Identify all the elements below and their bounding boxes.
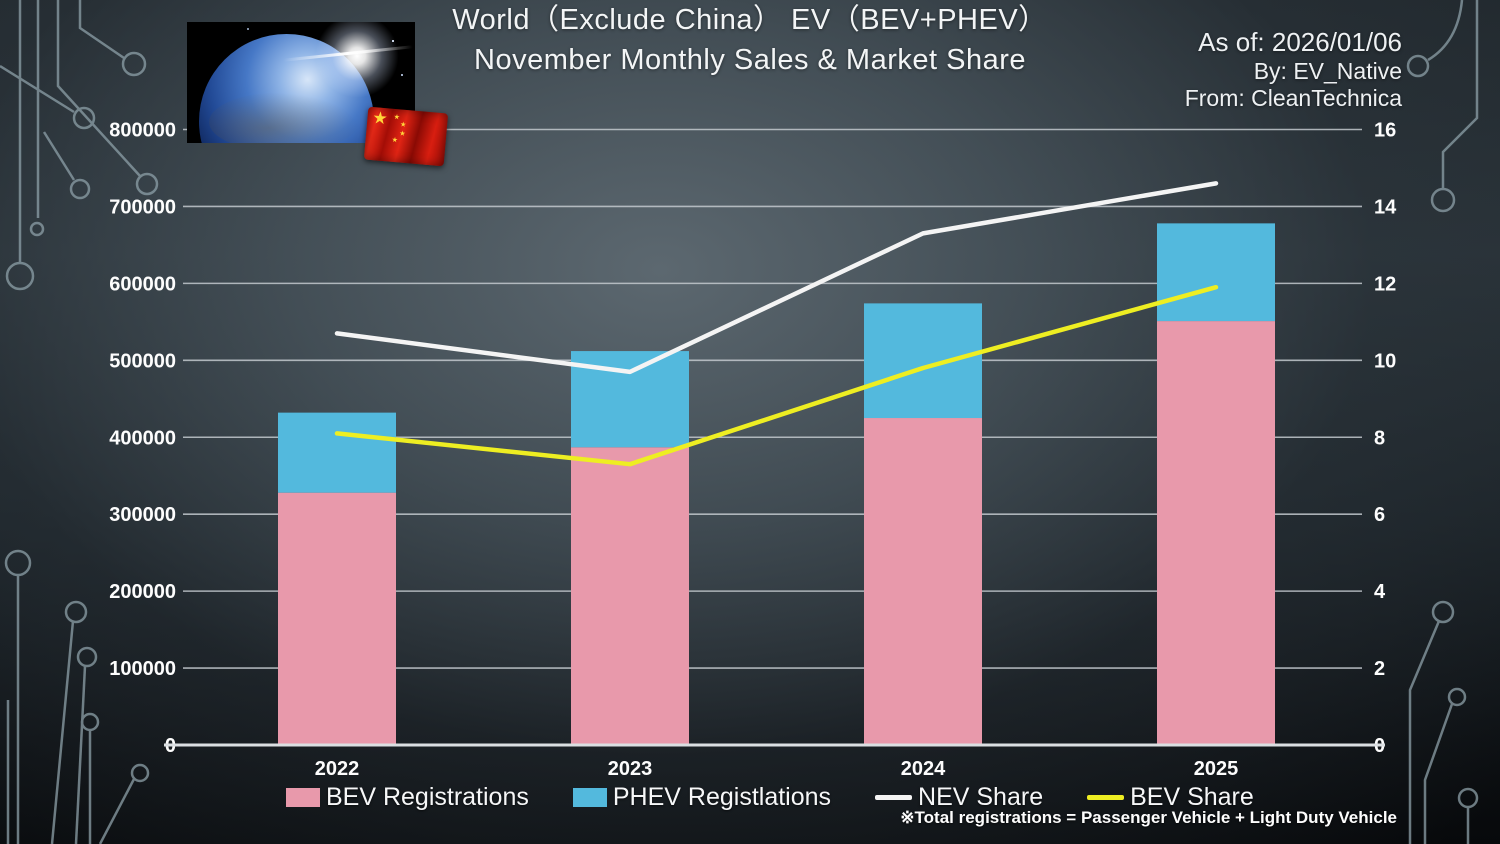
legend-swatch-phev [572,788,607,807]
right-axis-tick: 14 [1374,196,1397,218]
legend-swatch-bev [286,788,320,807]
left-axis-tick: 200000 [109,581,176,603]
bar-bev-2023 [571,447,689,745]
x-axis-tick: 2025 [1194,758,1239,780]
left-axis-tick: 600000 [109,273,176,295]
chart-legend: BEV Registrations PHEV Registlations NEV… [286,783,1254,812]
flag-star-icon: ★ [398,130,406,138]
left-axis-tick: 400000 [109,427,176,449]
stars-decor [187,22,189,24]
flag-star-icon: ★ [393,113,401,122]
chart-footnote: ※Total registrations = Passenger Vehicle… [900,808,1397,827]
legend-label-phev: PHEV Registlations [612,783,832,811]
right-axis-tick: 10 [1374,350,1396,372]
legend-swatch-bev-line [1087,795,1125,800]
earth-night-lights [209,92,359,143]
flag-star-icon: ★ [391,136,399,145]
nev-share-line [334,181,1219,375]
legend-item-bev-share: BEV Share [1087,783,1254,812]
right-axis-tick: 6 [1374,504,1385,526]
right-axis-tick: 12 [1374,273,1396,295]
bar-bev-2025 [1157,321,1275,745]
left-axis-tick: 300000 [109,504,176,526]
right-axis-tick: 4 [1374,581,1386,603]
bar-phev-2025 [1157,223,1275,322]
legend-item-nev-share: NEV Share [875,783,1043,812]
legend-label-bev: BEV Registrations [326,783,529,811]
bar-phev-2022 [278,412,396,493]
meta-by: By: EV_Native [1253,58,1402,84]
right-axis-tick: 16 [1374,120,1396,142]
left-axis-tick: 500000 [109,350,176,372]
meta-info: As of: 2026/01/06 By: EV_Native From: Cl… [1185,26,1402,112]
flag-star-icon: ★ [399,121,407,129]
legend-label-nev: NEV Share [918,783,1044,811]
x-axis-tick: 2023 [608,758,653,780]
legend-item-phev-registlations: PHEV Registlations [572,783,832,812]
legend-label-bev-share: BEV Share [1130,783,1254,811]
legend-item-bev-registrations: BEV Registrations [286,783,529,812]
right-axis-tick: 8 [1374,427,1385,449]
chart-title-line1: World（Exclude China） EV（BEV+PHEV） [452,4,1048,36]
left-axis-tick: 800000 [109,120,176,142]
left-axis-tick: 700000 [109,196,176,218]
meta-from: From: CleanTechnica [1184,85,1402,111]
left-axis-tick: 100000 [109,658,176,680]
bar-bev-2022 [278,492,396,745]
legend-swatch-nev-line [875,795,913,800]
meta-as-of: As of: 2026/01/06 [1198,27,1402,57]
china-flag-icon: ★ ★ ★ ★ ★ [363,106,449,167]
flag-star-icon: ★ [371,108,389,129]
bev-share-line [334,284,1219,467]
right-axis-tick: 2 [1374,658,1385,680]
bar-bev-2024 [864,418,982,745]
x-axis-tick: 2024 [901,758,946,780]
chart-title-line2: November Monthly Sales & Market Share [474,44,1026,76]
bar-phev-2024 [864,303,982,419]
sun-flare [315,22,399,98]
chart-title: World（Exclude China） EV（BEV+PHEV） Novemb… [0,0,1500,80]
x-axis-tick: 2022 [315,758,360,780]
